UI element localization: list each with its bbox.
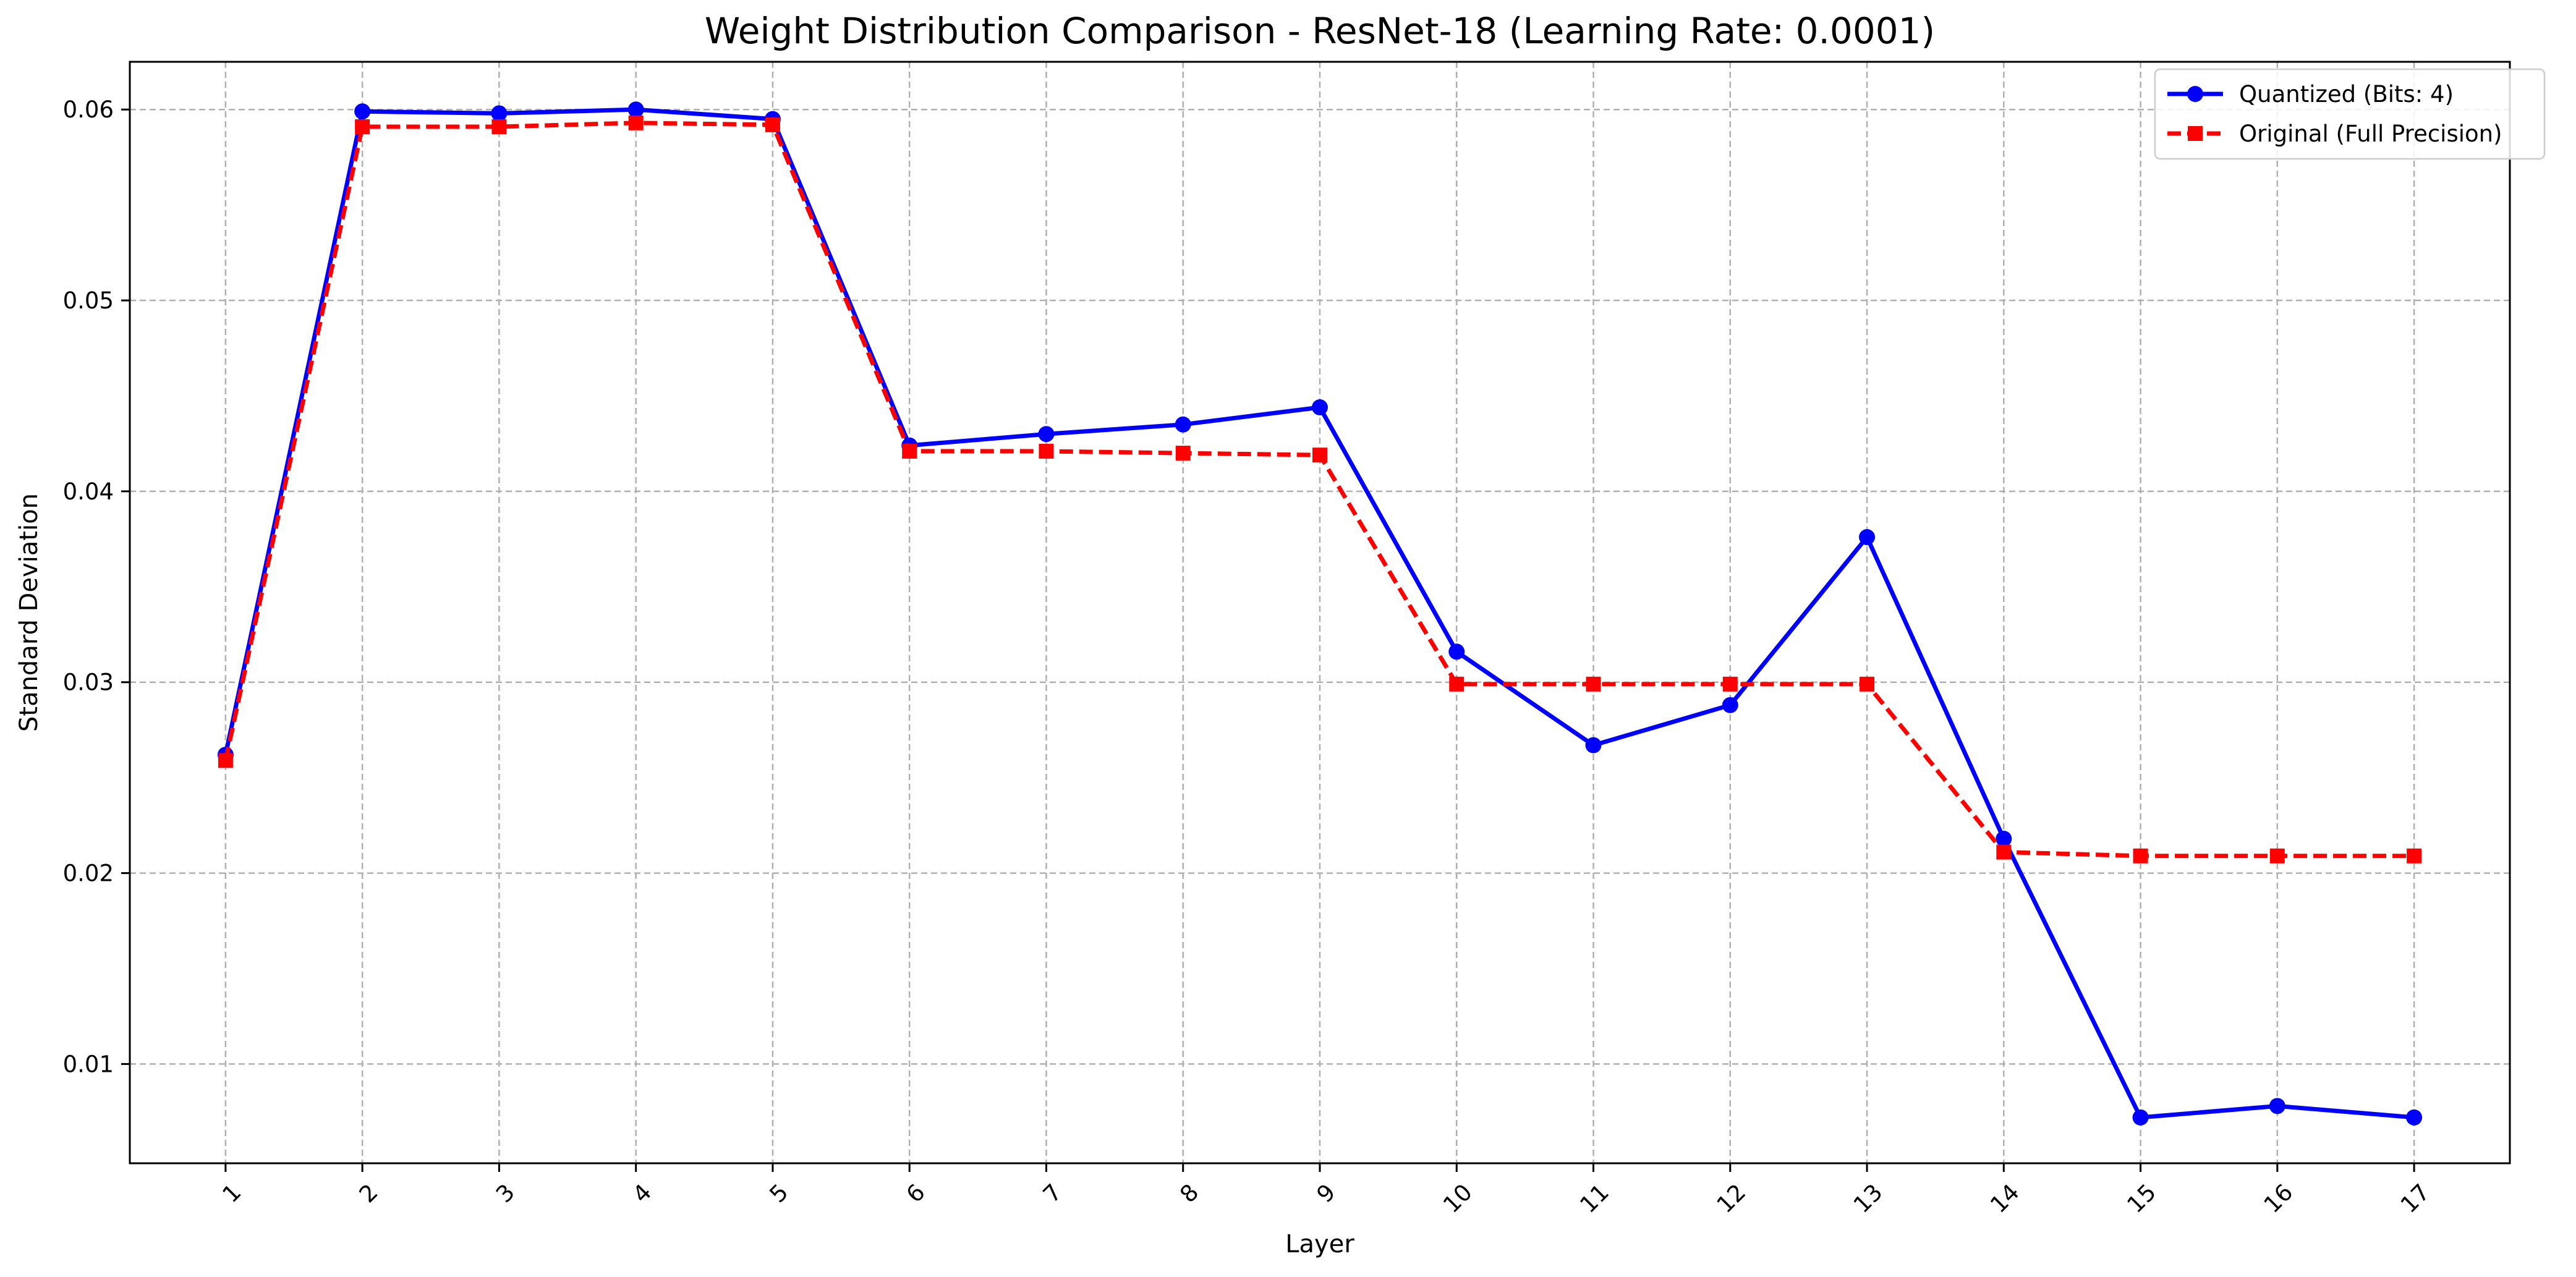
y-tick-label: 0.06 [63,96,114,123]
data-point [2269,848,2285,863]
x-tick-label: 15 [2122,1179,2161,1218]
x-tick-label: 2 [354,1179,383,1208]
data-point [1312,448,1327,463]
legend-label-original: Original (Full Precision) [2239,121,2502,147]
y-tick-label: 0.03 [63,669,114,696]
data-point [1175,446,1191,461]
legend-marker-shape [2188,126,2203,141]
data-point [2132,1109,2149,1126]
data-point [2407,848,2422,863]
data-point [1038,426,1055,443]
x-tick-label: 16 [2259,1179,2298,1218]
legend-marker-shape [2187,86,2203,102]
data-point [1722,676,1738,692]
y-tick-label: 0.01 [63,1051,114,1077]
x-tick-label: 10 [1438,1179,1477,1218]
data-point [1859,529,1876,546]
x-tick-label: 5 [764,1179,793,1208]
data-point [1996,830,2012,847]
x-tick-label: 1 [217,1179,246,1208]
legend-marker-original [2188,126,2203,141]
data-point [355,119,370,135]
x-tick-label: 9 [1312,1179,1341,1208]
series-original [218,115,2422,863]
x-tick-label: 8 [1175,1179,1204,1208]
grid-lines [130,62,2510,1163]
x-tick-label: 17 [2395,1179,2435,1218]
x-tick-label: 7 [1038,1179,1067,1208]
x-tick-label: 3 [491,1179,520,1208]
data-point [628,115,644,130]
data-point [627,101,644,118]
data-point [765,117,780,132]
legend-entry-quantized: Quantized (Bits: 4) [2167,81,2454,108]
data-point [1449,676,1464,692]
data-point [491,105,508,122]
x-tick-label: 14 [1985,1179,2025,1218]
data-point [2269,1098,2285,1114]
legend-label-quantized: Quantized (Bits: 4) [2239,81,2454,108]
y-tick-label: 0.02 [63,860,114,887]
data-point [1312,399,1328,415]
data-point [1586,676,1601,692]
data-point [1996,844,2012,860]
chart-title: Weight Distribution Comparison - ResNet-… [705,10,1935,52]
legend-marker-quantized [2187,86,2203,102]
data-point [218,753,233,768]
data-point [902,444,917,459]
data-point [1448,643,1465,660]
data-point [1585,737,1602,753]
axis-ticks: 1 2 3 4 5 6 7 8 9 10 11 12 13 14 15 16 170.010.020.030.0… [63,96,2435,1218]
data-point [2406,1109,2423,1126]
data-point [491,119,507,135]
x-tick-label: 6 [901,1179,930,1208]
data-point [1722,697,1738,713]
legend: Quantized (Bits: 4) Original (Full Preci… [2154,68,2546,160]
data-point [2133,848,2148,863]
data-point [1039,444,1054,459]
data-point [1175,416,1191,433]
x-axis-label: Layer [1285,1230,1354,1258]
x-tick-label: 13 [1848,1179,1888,1218]
x-tick-label: 11 [1575,1179,1614,1218]
legend-box [2154,68,2546,160]
x-tick-label: 4 [627,1179,657,1208]
legend-entry-original: Original (Full Precision) [2167,121,2502,147]
x-tick-label: 12 [1712,1179,1751,1218]
y-axis-label: Standard Deviation [15,493,43,732]
y-tick-label: 0.04 [63,478,114,505]
data-point [354,103,371,120]
y-tick-label: 0.05 [63,287,114,314]
data-point [1860,676,1875,692]
series-layer [217,101,2423,1126]
plot-frame [129,61,2511,1165]
